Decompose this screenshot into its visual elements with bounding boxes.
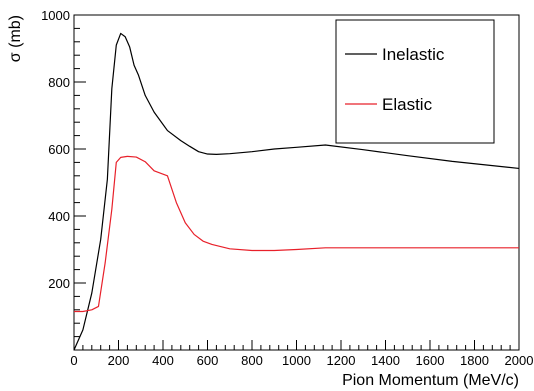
x-tick-label: 1000 <box>282 353 311 368</box>
y-tick-label: 200 <box>48 276 70 291</box>
legend-box <box>335 19 495 144</box>
x-tick-label: 400 <box>152 353 174 368</box>
y-tick-label: 800 <box>48 75 70 90</box>
legend-label-inelastic: Inelastic <box>382 45 445 64</box>
y-tick-label: 1000 <box>41 8 70 23</box>
x-axis: 0 200 400 600 800 1000 1200 1400 1600 1800 2000 <box>70 340 533 368</box>
series-line-inelastic <box>73 32 520 351</box>
y-tick-label: 600 <box>48 142 70 157</box>
x-tick-label: 800 <box>241 353 263 368</box>
y-axis: 200 400 600 800 1000 <box>41 8 86 351</box>
x-tick-label: 200 <box>108 353 130 368</box>
series-line-elastic <box>74 155 519 313</box>
x-tick-label: 1600 <box>416 353 445 368</box>
x-axis-title: Pion Momentum (MeV/c) <box>342 372 519 389</box>
x-tick-label: 1800 <box>460 353 489 368</box>
y-tick-label: 400 <box>48 209 70 224</box>
x-tick-label: 0 <box>70 353 77 368</box>
x-tick-label: 1200 <box>327 353 356 368</box>
x-tick-label: 1400 <box>371 353 400 368</box>
series-layer <box>73 32 520 351</box>
legend: Inelastic Elastic <box>335 19 495 144</box>
legend-label-elastic: Elastic <box>382 95 433 114</box>
y-axis-title: σ (mb) <box>7 15 24 62</box>
x-tick-label: 600 <box>197 353 219 368</box>
x-tick-label: 2000 <box>505 353 534 368</box>
